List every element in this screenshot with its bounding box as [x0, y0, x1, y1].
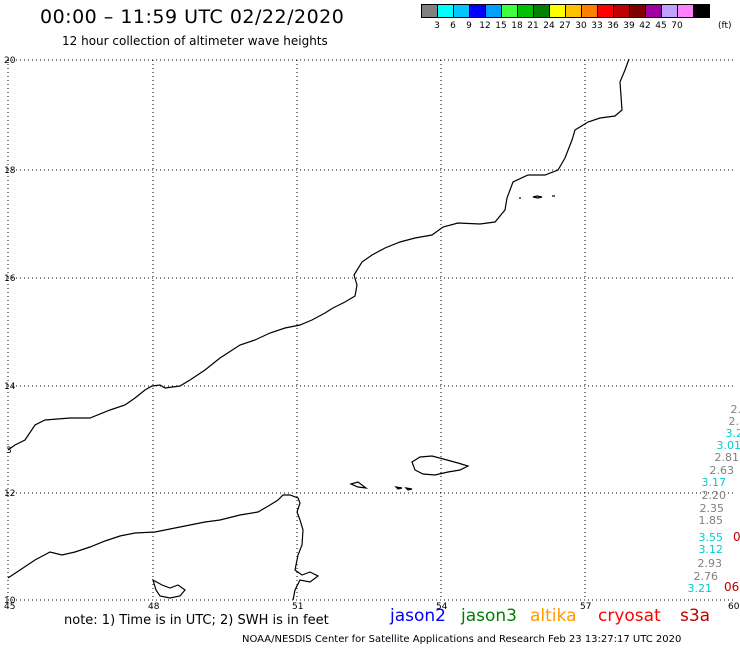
map-title: 00:00 – 11:59 UTC 02/22/2020 [40, 6, 345, 28]
note-text: note: 1) Time is in UTC; 2) SWH is in fe… [64, 613, 329, 628]
swh-value-left: 3 [6, 446, 12, 456]
scale-label: 39 [623, 21, 635, 31]
y-axis-label: 20 [4, 56, 16, 66]
scale-label: 12 [479, 21, 491, 31]
swh-value: 2.5 [728, 415, 740, 428]
swh-value: 2.93 [697, 557, 723, 570]
swh-value: 2.63 [709, 464, 735, 477]
scale-label: 45 [655, 21, 667, 31]
x-axis-label: 45 [4, 602, 16, 612]
color-scale [421, 4, 710, 18]
swh-value: 1.85 [698, 514, 724, 527]
swh-value: 2. [691, 391, 740, 404]
y-axis-label: 14 [4, 382, 16, 392]
y-axis-label: 16 [4, 274, 16, 284]
satellite-label: cryosat [598, 606, 661, 626]
swh-value: 3.21 [687, 582, 713, 595]
x-axis-label: 60 [728, 602, 740, 612]
swh-value-edge: 06 [724, 580, 740, 594]
scale-swatch [693, 4, 710, 18]
swh-value: 2.81 [714, 451, 740, 464]
satellite-label: jason2 [390, 606, 446, 626]
scale-unit: (ft) [718, 21, 732, 31]
coastline [7, 58, 630, 601]
x-axis-label: 54 [436, 602, 448, 612]
y-axis-label: 12 [4, 489, 16, 499]
swh-value: 3.17 [701, 476, 727, 489]
x-axis-label: 57 [580, 602, 592, 612]
scale-label: 42 [639, 21, 651, 31]
scale-label: 9 [466, 21, 472, 31]
scale-label: 24 [543, 21, 555, 31]
scale-label: 3 [434, 21, 440, 31]
scale-label: 18 [511, 21, 523, 31]
scale-label: 33 [591, 21, 603, 31]
swh-value: 2.20 [701, 489, 727, 502]
swh-value: 3.55 [698, 531, 724, 544]
y-axis-label: 18 [4, 166, 16, 176]
swh-value: 2. [693, 379, 740, 392]
scale-label: 30 [575, 21, 587, 31]
scale-label: 27 [559, 21, 571, 31]
satellite-label: jason3 [461, 606, 517, 626]
satellite-label: s3a [680, 606, 711, 626]
footer-credit: NOAA/NESDIS Center for Satellite Applica… [242, 634, 682, 645]
scale-label: 70 [671, 21, 683, 31]
swh-value: 2.9 [730, 403, 740, 416]
x-axis-label: 51 [292, 602, 304, 612]
swh-value: 3.12 [698, 543, 724, 556]
scale-label: 15 [495, 21, 507, 31]
scale-label: 6 [450, 21, 456, 31]
swh-value: 2.35 [699, 502, 725, 515]
swh-value: 3.2 [725, 427, 740, 440]
swh-value: 3.01 [716, 439, 740, 452]
swh-value: 2.76 [693, 570, 719, 583]
scale-label: 21 [527, 21, 539, 31]
map-grid [7, 59, 735, 601]
color-scale-labels: 3 6 9 12 15 18 21 24 27 30 33 36 39 42 45 70 [421, 21, 685, 31]
swh-value-edge: 0 [733, 530, 740, 544]
map-subtitle: 12 hour collection of altimeter wave hei… [62, 34, 328, 48]
satellite-label: altika [530, 606, 577, 626]
scale-label: 36 [607, 21, 619, 31]
x-axis-label: 48 [148, 602, 160, 612]
swh-value: 2 [697, 355, 740, 368]
y-axis-label: 10 [4, 596, 16, 606]
swh-value: 2. [695, 367, 740, 380]
